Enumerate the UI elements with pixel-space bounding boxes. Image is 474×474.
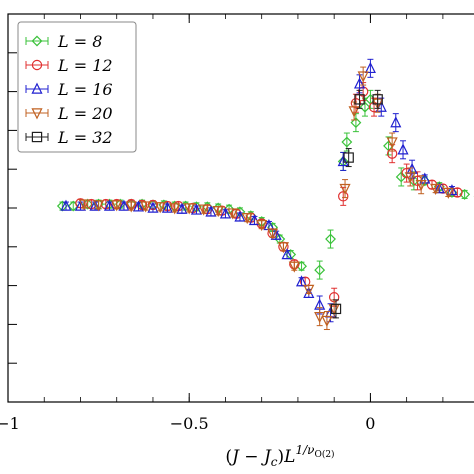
data-point-L16 — [397, 143, 409, 155]
series-32 — [330, 89, 383, 319]
legend: L = 8 L = 12 L = 16 L = 20 L = 32 — [17, 21, 137, 153]
data-point-L8 — [341, 136, 353, 148]
data-point-L20 — [288, 261, 300, 273]
data-point-L16 — [205, 205, 217, 217]
data-point-L16 — [219, 207, 232, 219]
data-point-L16 — [176, 202, 188, 214]
data-point-L16 — [60, 199, 72, 211]
data-point-L16 — [161, 201, 174, 213]
data-point-L8 — [395, 171, 407, 183]
x-axis-label-text: (J − Jc)L1/νO(2) — [225, 443, 334, 469]
data-point-L16 — [89, 199, 101, 211]
data-point-L16 — [147, 201, 159, 213]
data-point-L20 — [404, 172, 416, 184]
data-point-L16 — [446, 184, 458, 196]
data-point-L16 — [234, 210, 246, 222]
data-point-L16 — [103, 199, 116, 211]
data-point-L16 — [118, 199, 130, 211]
data-point-L8 — [359, 101, 371, 113]
data-point-L12 — [338, 191, 349, 202]
data-point-L20 — [415, 180, 427, 192]
data-point-L32 — [330, 303, 342, 315]
data-point-L8 — [350, 117, 362, 129]
axes: −1 −0.5 0 — [0, 13, 474, 433]
data-point-L20 — [212, 206, 224, 218]
data-point-L16 — [433, 182, 445, 194]
data-point-L20 — [256, 219, 268, 232]
legend-marker-L20 — [31, 108, 43, 120]
legend-label-L8: L = 8 — [57, 32, 102, 51]
data-point-L16 — [353, 77, 366, 89]
data-point-L20 — [277, 242, 289, 254]
data-point-L16 — [337, 154, 349, 167]
data-point-L20 — [241, 213, 253, 225]
data-point-L16 — [295, 275, 308, 287]
legend-label-L20: L = 20 — [57, 104, 113, 123]
data-point-L20 — [227, 208, 239, 220]
data-point-L20 — [430, 183, 442, 196]
data-point-L20 — [78, 199, 90, 211]
legend-marker-L16 — [31, 82, 43, 94]
data-point-L20 — [348, 106, 360, 118]
legend-marker-L8 — [31, 35, 43, 47]
data-point-L20 — [314, 311, 326, 324]
data-point-L16 — [248, 213, 261, 226]
data-point-L16 — [281, 248, 293, 260]
data-point-L20 — [154, 202, 166, 214]
data-point-L20 — [303, 284, 315, 296]
data-point-L16 — [132, 200, 145, 212]
data-point-L8 — [325, 233, 336, 245]
data-point-L20 — [321, 315, 333, 327]
data-point-L20 — [183, 203, 195, 215]
data-point-L32 — [354, 94, 365, 105]
legend-marker-L12 — [31, 59, 43, 71]
data-point-L20 — [111, 200, 123, 212]
data-point-L16 — [390, 116, 402, 128]
data-point-L32 — [343, 152, 354, 163]
data-point-L20 — [198, 204, 210, 216]
legend-label-L16: L = 16 — [57, 80, 113, 99]
data-point-L32 — [372, 94, 383, 105]
data-point-L20 — [169, 203, 181, 215]
data-point-L20 — [339, 183, 351, 196]
data-point-L20 — [93, 200, 105, 212]
x-tick-label: −0.5 — [170, 414, 209, 433]
legend-label-L32: L = 32 — [57, 128, 113, 147]
legend-label-L12: L = 12 — [57, 56, 113, 75]
x-axis-label: (J − Jc)L1/νO(2) — [225, 443, 334, 469]
x-tick-label: −1 — [0, 414, 20, 433]
data-point-L16 — [190, 203, 203, 215]
legend-box — [17, 21, 137, 153]
legend-marker-L32 — [31, 131, 43, 143]
data-point-L20 — [125, 201, 137, 213]
data-point-L16 — [364, 61, 376, 74]
x-tick-label: 0 — [365, 414, 375, 433]
data-point-L8 — [408, 175, 420, 187]
data-point-L20 — [357, 71, 369, 83]
data-point-L20 — [140, 201, 152, 213]
data-point-L12 — [452, 187, 463, 198]
data-point-L12 — [350, 98, 362, 109]
data-point-L20 — [386, 137, 398, 149]
data-points — [56, 58, 474, 331]
data-point-L8 — [314, 264, 326, 276]
data-point-L16 — [303, 286, 315, 299]
series-20 — [78, 66, 454, 331]
data-point-L20 — [442, 187, 454, 199]
data-point-L20 — [266, 228, 279, 240]
